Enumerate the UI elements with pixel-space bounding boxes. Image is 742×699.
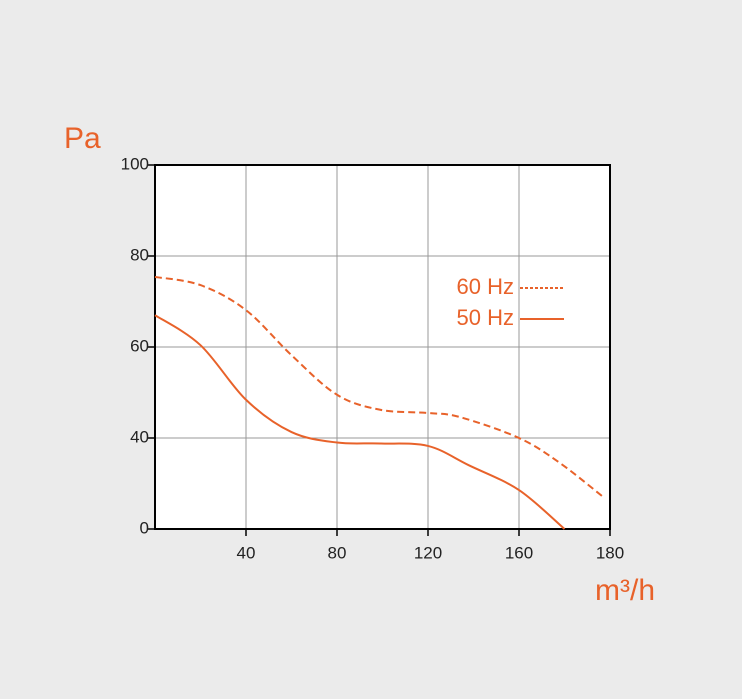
x-tick-label: 180 <box>596 543 624 562</box>
y-tick-label: 0 <box>140 518 149 537</box>
y-axis-title: Pa <box>64 122 101 155</box>
legend-label: 50 Hz <box>457 305 514 330</box>
x-tick-label: 80 <box>328 543 347 562</box>
series-line <box>154 314 566 530</box>
y-tick-label: 100 <box>121 154 149 173</box>
legend-label: 60 Hz <box>457 274 514 299</box>
x-tick-label: 160 <box>505 543 533 562</box>
y-tick-label: 60 <box>130 336 149 355</box>
x-tick-label: 120 <box>414 543 442 562</box>
x-axis-title: m³/h <box>595 574 655 607</box>
series-line <box>154 275 604 498</box>
x-tick-label: 40 <box>237 543 256 562</box>
y-tick-label: 80 <box>130 245 149 264</box>
y-tick-label: 40 <box>130 427 149 446</box>
plot-border <box>154 164 611 530</box>
